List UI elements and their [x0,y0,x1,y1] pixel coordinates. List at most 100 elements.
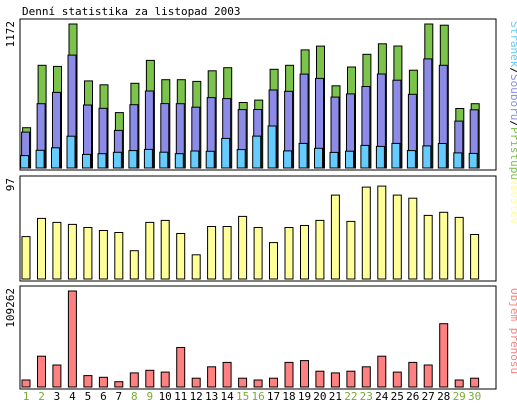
bar-objem-day-13 [207,366,217,388]
bar-navstev-day-11 [176,233,186,280]
bar-stranek-day-30 [468,152,478,169]
legend-entry: Stránek [508,21,517,68]
bar-navstev-day-2 [37,217,46,280]
x-tick-label-day-11: 11 [174,390,187,403]
bar-stranek-day-18 [283,150,293,169]
x-tick-label-day-30: 30 [468,390,481,403]
bar-stranek-day-1 [20,155,30,169]
bar-navstev-day-25 [392,194,402,280]
x-tick-label-day-1: 1 [23,390,30,403]
bar-objem-day-7 [114,381,124,388]
bar-navstev-day-10 [160,219,170,280]
x-tick-label-day-18: 18 [282,390,295,403]
bar-navstev-day-21 [330,194,340,280]
bar-stranek-day-20 [314,147,323,169]
chart-title: Denní statistika za listopad 2003 [22,5,241,18]
panel-volume: 109262 Objem přenosu [4,285,517,390]
x-tick-label-day-21: 21 [329,390,342,403]
x-tick-label-day-24: 24 [375,390,389,403]
legend-entry: Objem přenosu [508,288,517,374]
x-tick-label-day-3: 3 [54,390,61,403]
x-tick-label-day-19: 19 [298,390,311,403]
bar-objem-day-14 [222,361,232,388]
bar-stranek-day-9 [143,148,153,169]
legend-entry: / [508,67,517,74]
bar-objem-day-29 [454,379,464,388]
bar-navstev-day-1 [21,236,31,280]
bar-stranek-day-3 [51,147,60,169]
bar-objem-day-8 [129,372,139,388]
x-tick-label-day-28: 28 [437,390,450,403]
legend-entry: Přístupů [508,127,517,180]
bar-navstev-day-3 [52,221,62,280]
bar-navstev-day-28 [439,211,449,280]
x-tick-label-day-26: 26 [406,390,419,403]
bar-navstev-day-16 [253,227,263,280]
x-tick-label-day-25: 25 [391,390,404,403]
bar-navstev-day-24 [377,185,387,280]
x-tick-label-day-17: 17 [267,390,280,403]
bar-stranek-day-16 [252,135,262,169]
bar-objem-day-4 [67,290,77,388]
bar-stranek-day-8 [128,150,138,169]
bar-objem-day-28 [439,323,449,388]
bar-stranek-day-27 [422,145,432,169]
bar-objem-day-24 [377,355,387,388]
bar-navstev-day-8 [129,250,139,280]
bar-objem-day-17 [269,377,278,388]
bar-navstev-day-18 [284,227,294,280]
bar-stranek-day-24 [375,145,385,169]
bar-stranek-day-17 [267,125,277,169]
bar-stranek-day-19 [298,142,308,169]
x-axis-day-labels: 1 2 3 4 5 6 7 8 9 10 11 12 13 14 15 16 17 18 19 20 21 22 23 24 2… [23,390,482,403]
x-tick-label-day-13: 13 [205,390,218,403]
x-tick-label-day-6: 6 [100,390,107,403]
bar-objem-day-5 [83,375,93,388]
y-max-label: 97 [4,178,17,191]
x-tick-label-day-7: 7 [115,390,122,403]
bar-objem-day-12 [191,377,201,388]
legend-entry: / [508,120,517,127]
x-tick-label-day-2: 2 [38,390,45,403]
chart-panels: 1172Stránek/Souborů/Přístupů97Návštěv109… [4,18,517,390]
x-tick-label-day-9: 9 [146,390,153,403]
bar-navstev-day-17 [269,242,278,280]
bar-objem-day-20 [315,370,325,388]
bar-objem-day-6 [98,376,108,388]
bar-objem-day-18 [284,361,294,388]
x-tick-label-day-12: 12 [190,390,203,403]
bar-navstev-day-22 [346,220,356,280]
bar-navstev-day-14 [222,226,232,280]
x-tick-label-day-20: 20 [313,390,326,403]
x-tick-label-day-5: 5 [85,390,92,403]
legend: Stránek/Souborů/Přístupů [508,21,517,180]
bar-objem-day-21 [330,372,340,388]
bar-navstev-day-6 [98,230,108,280]
bar-objem-day-25 [392,371,402,388]
bar-navstev-day-4 [67,223,77,280]
bar-objem-day-30 [470,377,480,388]
x-tick-label-day-27: 27 [422,390,435,403]
x-tick-label-day-23: 23 [360,390,373,403]
bar-stranek-day-23 [360,144,370,169]
x-tick-label-day-15: 15 [236,390,249,403]
bar-navstev-day-23 [361,186,371,280]
x-tick-label-day-8: 8 [131,390,138,403]
bar-navstev-day-27 [423,214,433,280]
bar-objem-day-26 [408,361,418,388]
bar-objem-day-22 [346,370,356,388]
bar-stranek-day-2 [35,149,45,169]
bar-navstev-day-20 [315,219,325,280]
bar-objem-day-19 [300,360,309,388]
bar-stranek-day-22 [345,150,354,169]
bar-stranek-day-7 [112,151,122,169]
bar-navstev-day-13 [207,226,217,280]
bar-stranek-day-29 [453,152,463,169]
bar-stranek-day-5 [82,153,91,169]
y-max-label: 1172 [4,21,17,48]
x-tick-label-day-10: 10 [159,390,172,403]
bar-stranek-day-21 [329,151,339,169]
bar-stranek-day-13 [205,150,215,169]
x-tick-label-day-29: 29 [453,390,466,403]
